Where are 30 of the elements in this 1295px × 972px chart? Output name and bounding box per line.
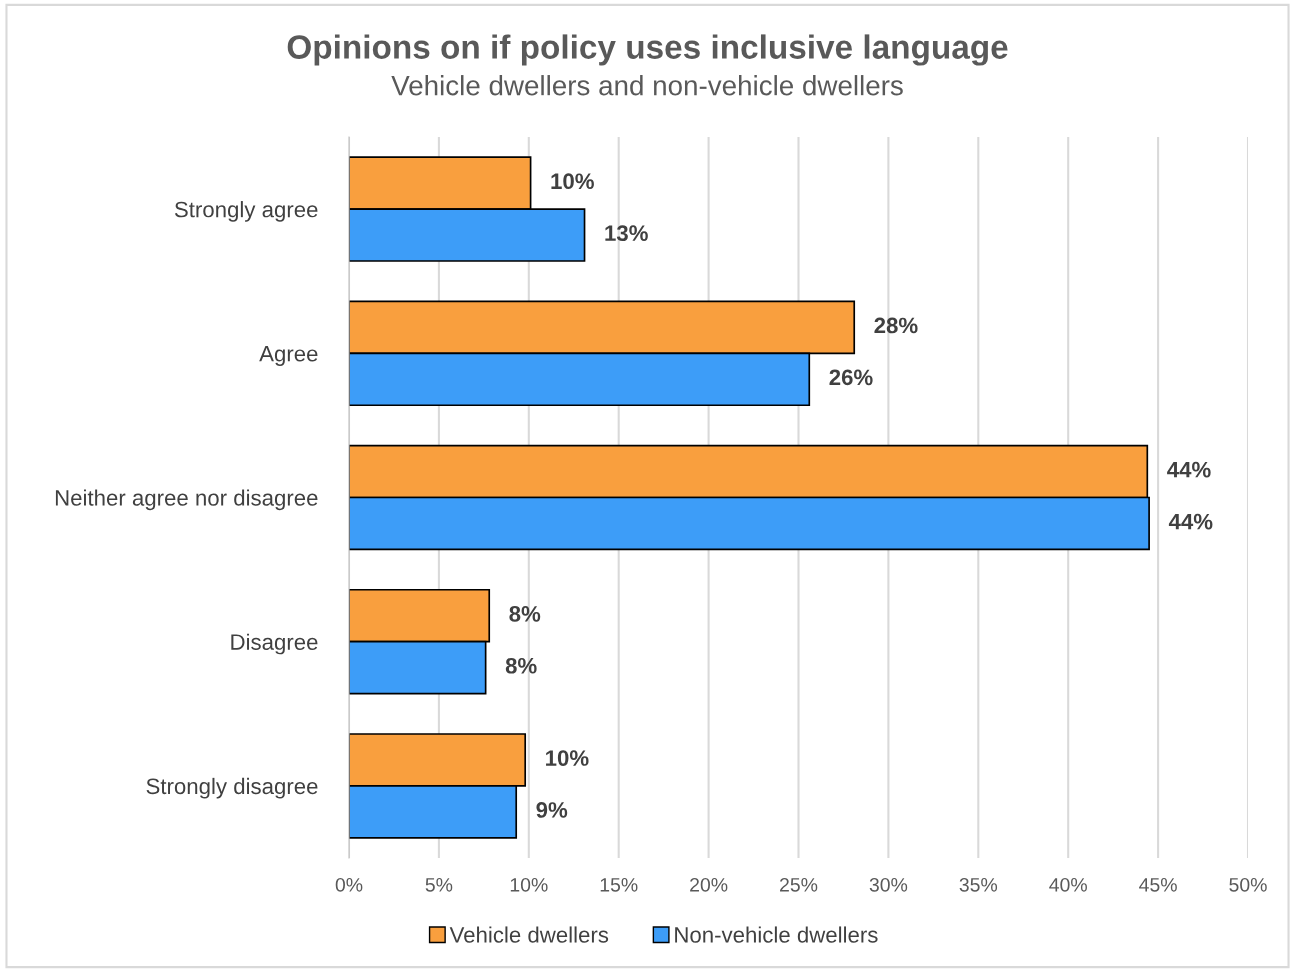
data-label: 44% <box>1167 461 1211 478</box>
y-tick-label: Disagree <box>231 633 318 655</box>
x-tick-label: 5% <box>425 878 453 892</box>
data-label: 26% <box>829 369 873 386</box>
y-tick-label: Strongly disagree <box>146 777 318 799</box>
chart-title: Opinions on if policy uses inclusive language <box>287 34 1008 66</box>
legend-label: Vehicle dwellers <box>449 926 609 943</box>
x-tick-label: 40% <box>1049 877 1087 892</box>
data-label: 8% <box>509 605 541 622</box>
y-tick-label: Neither agree nor disagree <box>55 489 318 511</box>
data-label: 44% <box>1168 513 1213 530</box>
x-tick-label: 30% <box>869 877 908 892</box>
y-tick-label: Strongly agree <box>174 201 318 222</box>
legend-label: Non-vehicle dwellers <box>675 926 878 943</box>
x-tick-label: 10% <box>510 877 548 892</box>
data-label: 9% <box>536 802 568 818</box>
chart-subtitle: Vehicle dwellers and non-vehicle dwellers <box>391 75 903 96</box>
x-tick-label: 35% <box>959 877 998 892</box>
x-tick-label: 20% <box>690 877 728 892</box>
data-label: 10% <box>551 173 594 190</box>
data-label: 13% <box>605 225 648 242</box>
y-tick-label: Agree <box>259 346 318 366</box>
x-tick-label: 45% <box>1139 878 1177 892</box>
x-tick-label: 15% <box>600 878 638 892</box>
x-tick-label: 50% <box>1229 877 1267 892</box>
data-label: 8% <box>505 657 537 674</box>
x-tick-label: 0% <box>335 877 363 892</box>
x-tick-label: 25% <box>780 877 818 892</box>
data-label: 28% <box>874 317 918 334</box>
data-label: 10% <box>546 750 589 766</box>
